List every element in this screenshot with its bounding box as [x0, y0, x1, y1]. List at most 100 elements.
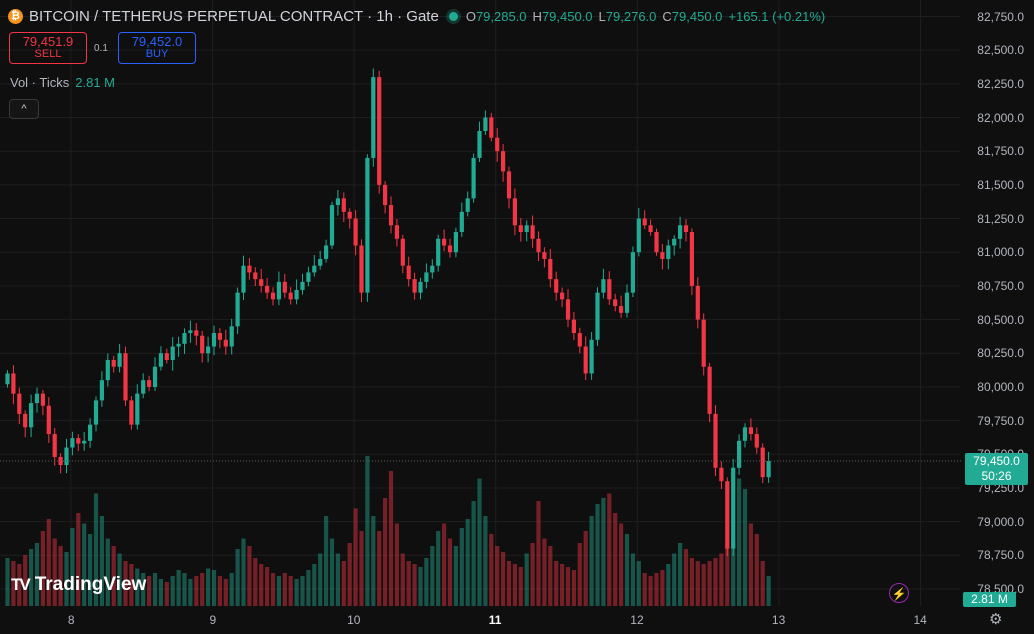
volume-bar [548, 546, 553, 606]
candle [489, 112, 494, 142]
price-tick-label: 79,000.0 [977, 514, 1024, 529]
volume-bar [206, 568, 211, 606]
volume-bar [524, 553, 529, 606]
candle [548, 248, 553, 288]
volume-bar [459, 528, 464, 606]
sell-button[interactable]: 79,451.9 SELL [9, 32, 87, 64]
candle-body [141, 380, 146, 394]
candle-body [678, 225, 683, 239]
candle-body [754, 434, 759, 448]
chart-header: ₿ BITCOIN / TETHERUS PERPETUAL CONTRACT … [8, 6, 825, 26]
volume-bar [188, 579, 193, 606]
candle-body [619, 306, 624, 313]
volume-bar [329, 538, 335, 606]
volume-legend[interactable]: Vol · Ticks 2.81 M [10, 75, 115, 90]
collapse-legend-button[interactable]: ^ [9, 99, 39, 119]
buy-button[interactable]: 79,452.0 BUY [118, 32, 196, 64]
candle-body [737, 440, 742, 468]
price-tick-label: 82,750.0 [977, 9, 1024, 24]
candle [536, 231, 541, 261]
candle [188, 320, 193, 343]
candle [512, 188, 517, 236]
candle [158, 346, 163, 371]
time-tick-label: 10 [347, 613, 361, 627]
volume-bar [406, 561, 411, 606]
candle [495, 128, 500, 162]
candle-body [176, 343, 181, 347]
volume-label: Vol · Ticks [10, 75, 70, 90]
volume-bar [601, 498, 606, 606]
candle-body [82, 440, 87, 444]
candle-body [613, 299, 618, 307]
price-tick-label: 81,500.0 [977, 177, 1024, 192]
candle-body [206, 346, 211, 354]
candle [335, 189, 340, 216]
time-tick-label: 13 [771, 613, 786, 627]
volume-bar [465, 519, 470, 606]
volume-bar [595, 504, 600, 606]
price-tick-label: 80,500.0 [977, 312, 1024, 327]
volume-bar [276, 576, 281, 606]
volume-bar [29, 549, 34, 606]
flash-icon[interactable]: ⚡ [889, 583, 909, 603]
volume-bar [88, 534, 93, 606]
candle-body [512, 198, 517, 226]
volume-bar [583, 531, 588, 606]
candle [542, 247, 547, 268]
tradingview-logo[interactable]: TV TradingView [11, 574, 146, 596]
candle [689, 228, 694, 296]
volume-bar [430, 546, 435, 606]
candle [577, 327, 582, 354]
candle-body [683, 225, 689, 233]
candle [152, 357, 158, 391]
candle [241, 255, 246, 301]
volume-bar [483, 516, 488, 606]
candle [170, 336, 175, 371]
candle [141, 373, 146, 399]
candle [288, 287, 293, 305]
candle [583, 336, 588, 381]
price-change: +165.1 (+0.21%) [728, 8, 826, 24]
candle [695, 277, 700, 329]
volume-bar [34, 543, 40, 606]
gear-icon[interactable]: ⚙ [989, 611, 1003, 628]
candle-body [418, 281, 423, 293]
candle [306, 266, 311, 287]
candle [217, 328, 222, 349]
candle-body [5, 373, 10, 385]
price-tick-label: 81,250.0 [977, 211, 1024, 226]
candle-body [288, 292, 293, 300]
candle-body [642, 218, 647, 226]
candle-body [424, 272, 429, 282]
volume-bar [394, 523, 399, 606]
volume-bar [324, 516, 329, 606]
volume-bar [489, 534, 494, 606]
candle-body [542, 252, 547, 259]
candle [442, 229, 447, 252]
spread-value: 0.1 [94, 43, 108, 54]
volume-bar [719, 553, 724, 606]
candle-body [359, 245, 364, 293]
candle [265, 278, 270, 299]
tradingview-logo-text: TradingView [34, 574, 147, 595]
candle-body [300, 281, 305, 290]
symbol-title[interactable]: BITCOIN / TETHERUS PERPETUAL CONTRACT · … [29, 7, 439, 25]
candle [70, 431, 75, 456]
candle-body [648, 225, 653, 233]
volume-bar [654, 573, 659, 606]
candle [365, 154, 370, 302]
candle-body [442, 238, 447, 246]
candle-body [766, 461, 771, 478]
candle-body [501, 151, 506, 172]
volume-bar [642, 573, 647, 606]
candle [766, 451, 771, 483]
volume-bar [400, 553, 405, 606]
volume-bar [683, 549, 689, 606]
candle [312, 255, 317, 277]
candle-body [518, 225, 523, 233]
candle-body [477, 130, 482, 158]
price-tick-label: 82,000.0 [977, 110, 1024, 125]
volume-bar [737, 478, 742, 606]
candle [353, 210, 358, 256]
